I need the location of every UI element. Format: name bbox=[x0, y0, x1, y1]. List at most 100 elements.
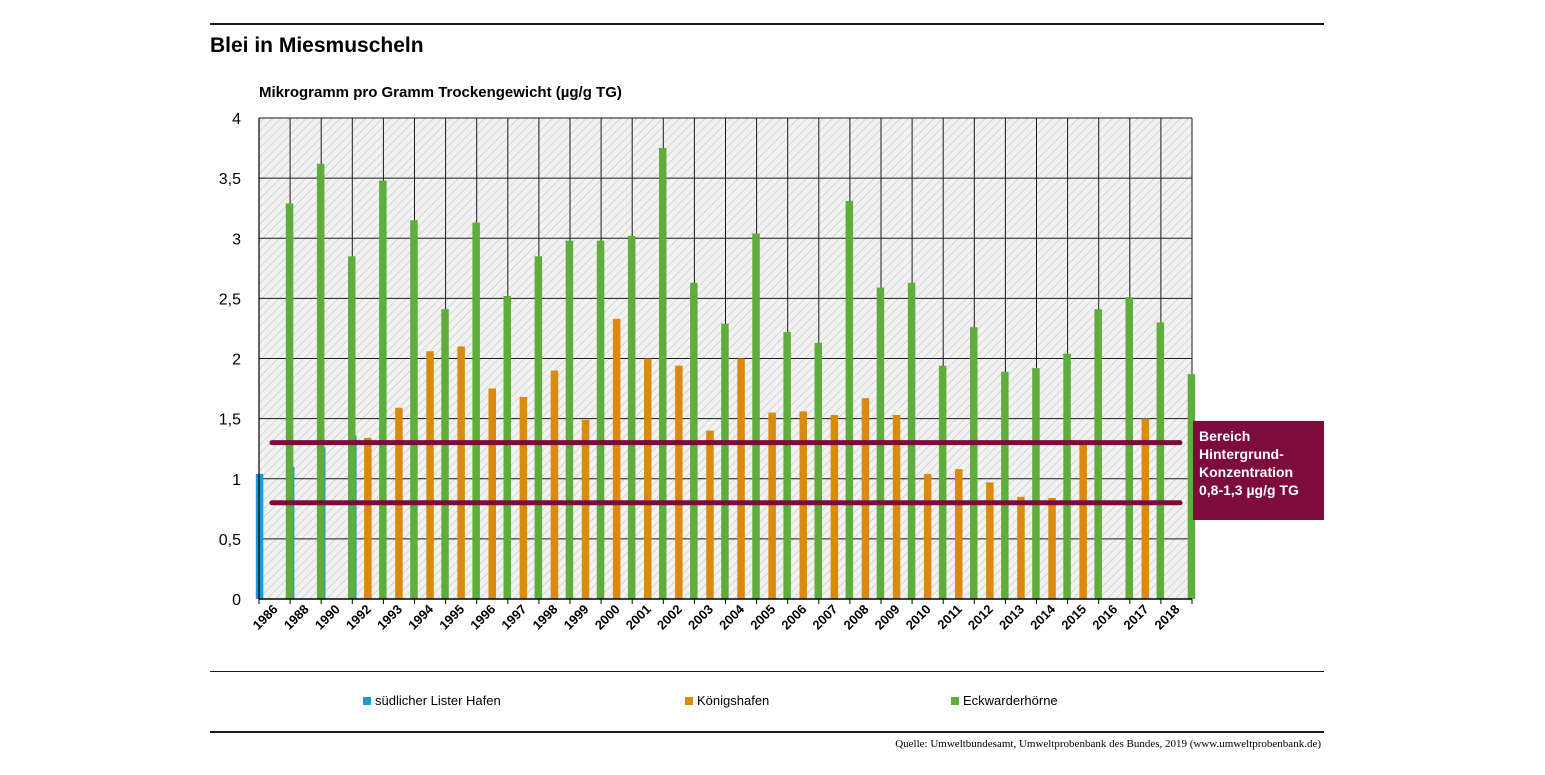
bar bbox=[612, 318, 621, 599]
y-tick-label: 2 bbox=[232, 352, 241, 369]
bar bbox=[348, 256, 356, 599]
legend-top-rule bbox=[210, 671, 1324, 672]
x-tick-label: 1993 bbox=[374, 602, 405, 633]
bar bbox=[938, 365, 947, 599]
x-tick-label: 1988 bbox=[281, 602, 312, 633]
bar bbox=[675, 365, 683, 599]
bar bbox=[410, 220, 418, 599]
x-tick-label: 1992 bbox=[343, 602, 374, 633]
bar bbox=[457, 346, 465, 599]
bar bbox=[892, 415, 901, 599]
bar bbox=[955, 469, 963, 599]
bar bbox=[581, 419, 590, 599]
x-tick-label: 1986 bbox=[250, 602, 281, 633]
legend-label: Königshafen bbox=[697, 693, 770, 708]
y-tick-label: 0,5 bbox=[219, 532, 241, 549]
bar bbox=[1187, 374, 1196, 599]
bar bbox=[519, 396, 528, 599]
bar bbox=[1001, 371, 1009, 599]
bar bbox=[783, 332, 791, 599]
y-tick-label: 3 bbox=[232, 231, 241, 248]
x-tick-label: 2017 bbox=[1120, 602, 1151, 633]
x-tick-label: 1997 bbox=[498, 602, 529, 633]
bar bbox=[488, 388, 496, 599]
x-tick-label: 2003 bbox=[685, 602, 716, 633]
x-tick-label: 2000 bbox=[592, 602, 623, 633]
legend-item-lister-hafen: südlicher Lister Hafen bbox=[363, 693, 501, 708]
x-tick-label: 2011 bbox=[934, 602, 965, 633]
chart-title: Blei in Miesmuscheln bbox=[210, 34, 424, 57]
x-tick-label: 2016 bbox=[1089, 602, 1120, 633]
x-tick-label: 2014 bbox=[1027, 601, 1059, 633]
x-tick-label: 1994 bbox=[405, 601, 437, 633]
band-label-line: 0,8-1,3 µg/g TG bbox=[1199, 482, 1299, 498]
bar bbox=[644, 358, 652, 599]
bar bbox=[1079, 442, 1087, 599]
legend-swatch bbox=[363, 696, 371, 705]
bar bbox=[316, 163, 325, 599]
y-tick-label: 1,5 bbox=[219, 412, 241, 429]
background-band-label: Bereich Hintergrund- Konzentration 0,8-1… bbox=[1193, 421, 1324, 520]
x-tick-label: 2012 bbox=[965, 602, 996, 633]
x-tick-label: 2015 bbox=[1058, 602, 1089, 633]
bar bbox=[441, 309, 449, 599]
y-tick-label: 2,5 bbox=[219, 291, 241, 308]
bar bbox=[379, 180, 387, 599]
x-tick-label: 2010 bbox=[903, 602, 934, 633]
bar bbox=[565, 240, 574, 599]
bar bbox=[768, 412, 776, 599]
legend-swatch bbox=[951, 696, 959, 705]
bar bbox=[659, 148, 667, 599]
top-rule bbox=[210, 23, 1324, 25]
bar bbox=[737, 358, 745, 599]
x-tick-label: 1998 bbox=[530, 602, 561, 633]
bar bbox=[845, 200, 854, 599]
bar bbox=[1048, 497, 1056, 599]
bar bbox=[721, 323, 729, 599]
bar bbox=[970, 327, 978, 599]
bar bbox=[550, 370, 559, 599]
bar bbox=[1156, 322, 1165, 599]
bar bbox=[285, 203, 294, 599]
bar bbox=[596, 240, 605, 599]
legend-item-eckwarderhoerne: Eckwarderhörne bbox=[951, 693, 1058, 708]
bar bbox=[923, 473, 932, 599]
bar bbox=[627, 235, 636, 599]
band-label-line: Bereich bbox=[1199, 428, 1251, 444]
band-label-line: Konzentration bbox=[1199, 464, 1294, 480]
x-tick-label: 2004 bbox=[716, 601, 748, 633]
x-tick-label: 1999 bbox=[561, 602, 592, 633]
bar bbox=[1125, 297, 1133, 599]
x-tick-label: 1996 bbox=[467, 602, 498, 633]
bar bbox=[534, 256, 543, 599]
legend-label: Eckwarderhörne bbox=[963, 693, 1058, 708]
bar bbox=[472, 222, 480, 599]
x-tick-label: 2008 bbox=[841, 602, 872, 633]
y-tick-label: 0 bbox=[232, 592, 241, 609]
y-tick-label: 1 bbox=[232, 472, 241, 489]
legend-label: südlicher Lister Hafen bbox=[375, 693, 501, 708]
band-label-line: Hintergrund- bbox=[1199, 446, 1284, 462]
x-tick-label: 2009 bbox=[872, 602, 903, 633]
bar bbox=[1141, 418, 1150, 599]
bar bbox=[986, 482, 994, 599]
y-axis-unit-label: Mikrogramm pro Gramm Trockengewicht (µg/… bbox=[259, 84, 622, 101]
bar bbox=[1094, 309, 1102, 599]
bar bbox=[1032, 368, 1040, 599]
y-tick-label: 4 bbox=[232, 111, 241, 128]
x-tick-label: 1990 bbox=[312, 602, 343, 633]
legend-item-koenigshafen: Königshafen bbox=[685, 693, 769, 708]
bar bbox=[861, 398, 870, 599]
source-note: Quelle: Umweltbundesamt, Umweltprobenban… bbox=[895, 738, 1321, 750]
bar bbox=[830, 415, 839, 599]
x-tick-label: 2013 bbox=[996, 602, 1027, 633]
x-tick-label: 2007 bbox=[809, 602, 840, 633]
x-tick-label: 2005 bbox=[747, 602, 778, 633]
legend-swatch bbox=[685, 696, 693, 705]
x-tick-label: 2001 bbox=[623, 602, 654, 633]
bar bbox=[364, 437, 372, 599]
x-tick-label: 2018 bbox=[1152, 602, 1183, 633]
bar bbox=[1063, 353, 1071, 599]
x-tick-label: 1995 bbox=[436, 602, 467, 633]
